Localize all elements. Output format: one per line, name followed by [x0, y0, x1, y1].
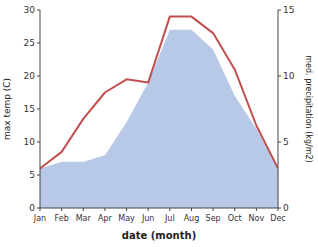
y2-tick-label: 15 [283, 5, 294, 15]
chart-container: 0 5 10 15 20 25 30 0 5 10 15 Jan Feb Mar Apr May Jun Jul A… [0, 0, 318, 247]
y-tick [37, 43, 40, 44]
x-tick-label: Dec [270, 214, 285, 223]
x-tick [104, 208, 105, 211]
y2-tick-label: 5 [283, 137, 289, 147]
y-tick-label: 10 [24, 137, 36, 147]
x-tick [61, 208, 62, 211]
x-tick [148, 208, 149, 211]
x-tick [278, 208, 279, 211]
precip-area [40, 30, 278, 208]
x-tick [234, 208, 235, 211]
x-tick [169, 208, 170, 211]
y2-axis-label: med. precipitation (kg/m2) [304, 55, 313, 162]
y2-tick-label: 10 [283, 71, 295, 81]
y-axis-label: max temp (C) [2, 78, 12, 140]
y2-tick [278, 76, 281, 77]
y2-tick [278, 10, 281, 11]
x-tick-label: Mar [76, 214, 92, 223]
y-tick-label: 20 [24, 71, 36, 81]
x-tick-label: Jul [164, 214, 175, 223]
x-tick-label: Oct [228, 214, 242, 223]
x-axis-line [40, 208, 278, 209]
x-tick [83, 208, 84, 211]
x-tick-label: Jun [141, 214, 155, 223]
x-tick-label: Aug [184, 214, 200, 223]
plot-area [40, 17, 278, 208]
y2-tick [278, 142, 281, 143]
y-tick [37, 142, 40, 143]
x-axis-label: date (month) [122, 230, 196, 241]
x-tick-label: Feb [55, 214, 69, 223]
x-tick [191, 208, 192, 211]
x-tick [126, 208, 127, 211]
x-tick [213, 208, 214, 211]
y-tick-label: 25 [24, 38, 35, 48]
chart: 0 5 10 15 20 25 30 0 5 10 15 Jan Feb Mar Apr May Jun Jul A… [0, 0, 318, 247]
y-tick [37, 175, 40, 176]
x-tick-label: Apr [98, 214, 113, 223]
y-tick-label: 0 [29, 203, 35, 213]
y-tick [37, 10, 40, 11]
x-tick-label: Jan [33, 214, 46, 223]
temp-line [40, 17, 278, 169]
y-tick-label: 15 [24, 104, 35, 114]
y2-tick-label: 0 [283, 203, 289, 213]
x-tick-label: Sep [206, 214, 221, 223]
y-tick-label: 5 [29, 170, 35, 180]
x-tick [40, 208, 41, 211]
y-tick [37, 109, 40, 110]
x-tick [256, 208, 257, 211]
y-tick-label: 30 [24, 5, 36, 15]
x-tick-label: Nov [249, 214, 265, 223]
y-tick [37, 76, 40, 77]
x-tick-label: May [118, 214, 135, 223]
y2-axis-line [278, 10, 279, 208]
